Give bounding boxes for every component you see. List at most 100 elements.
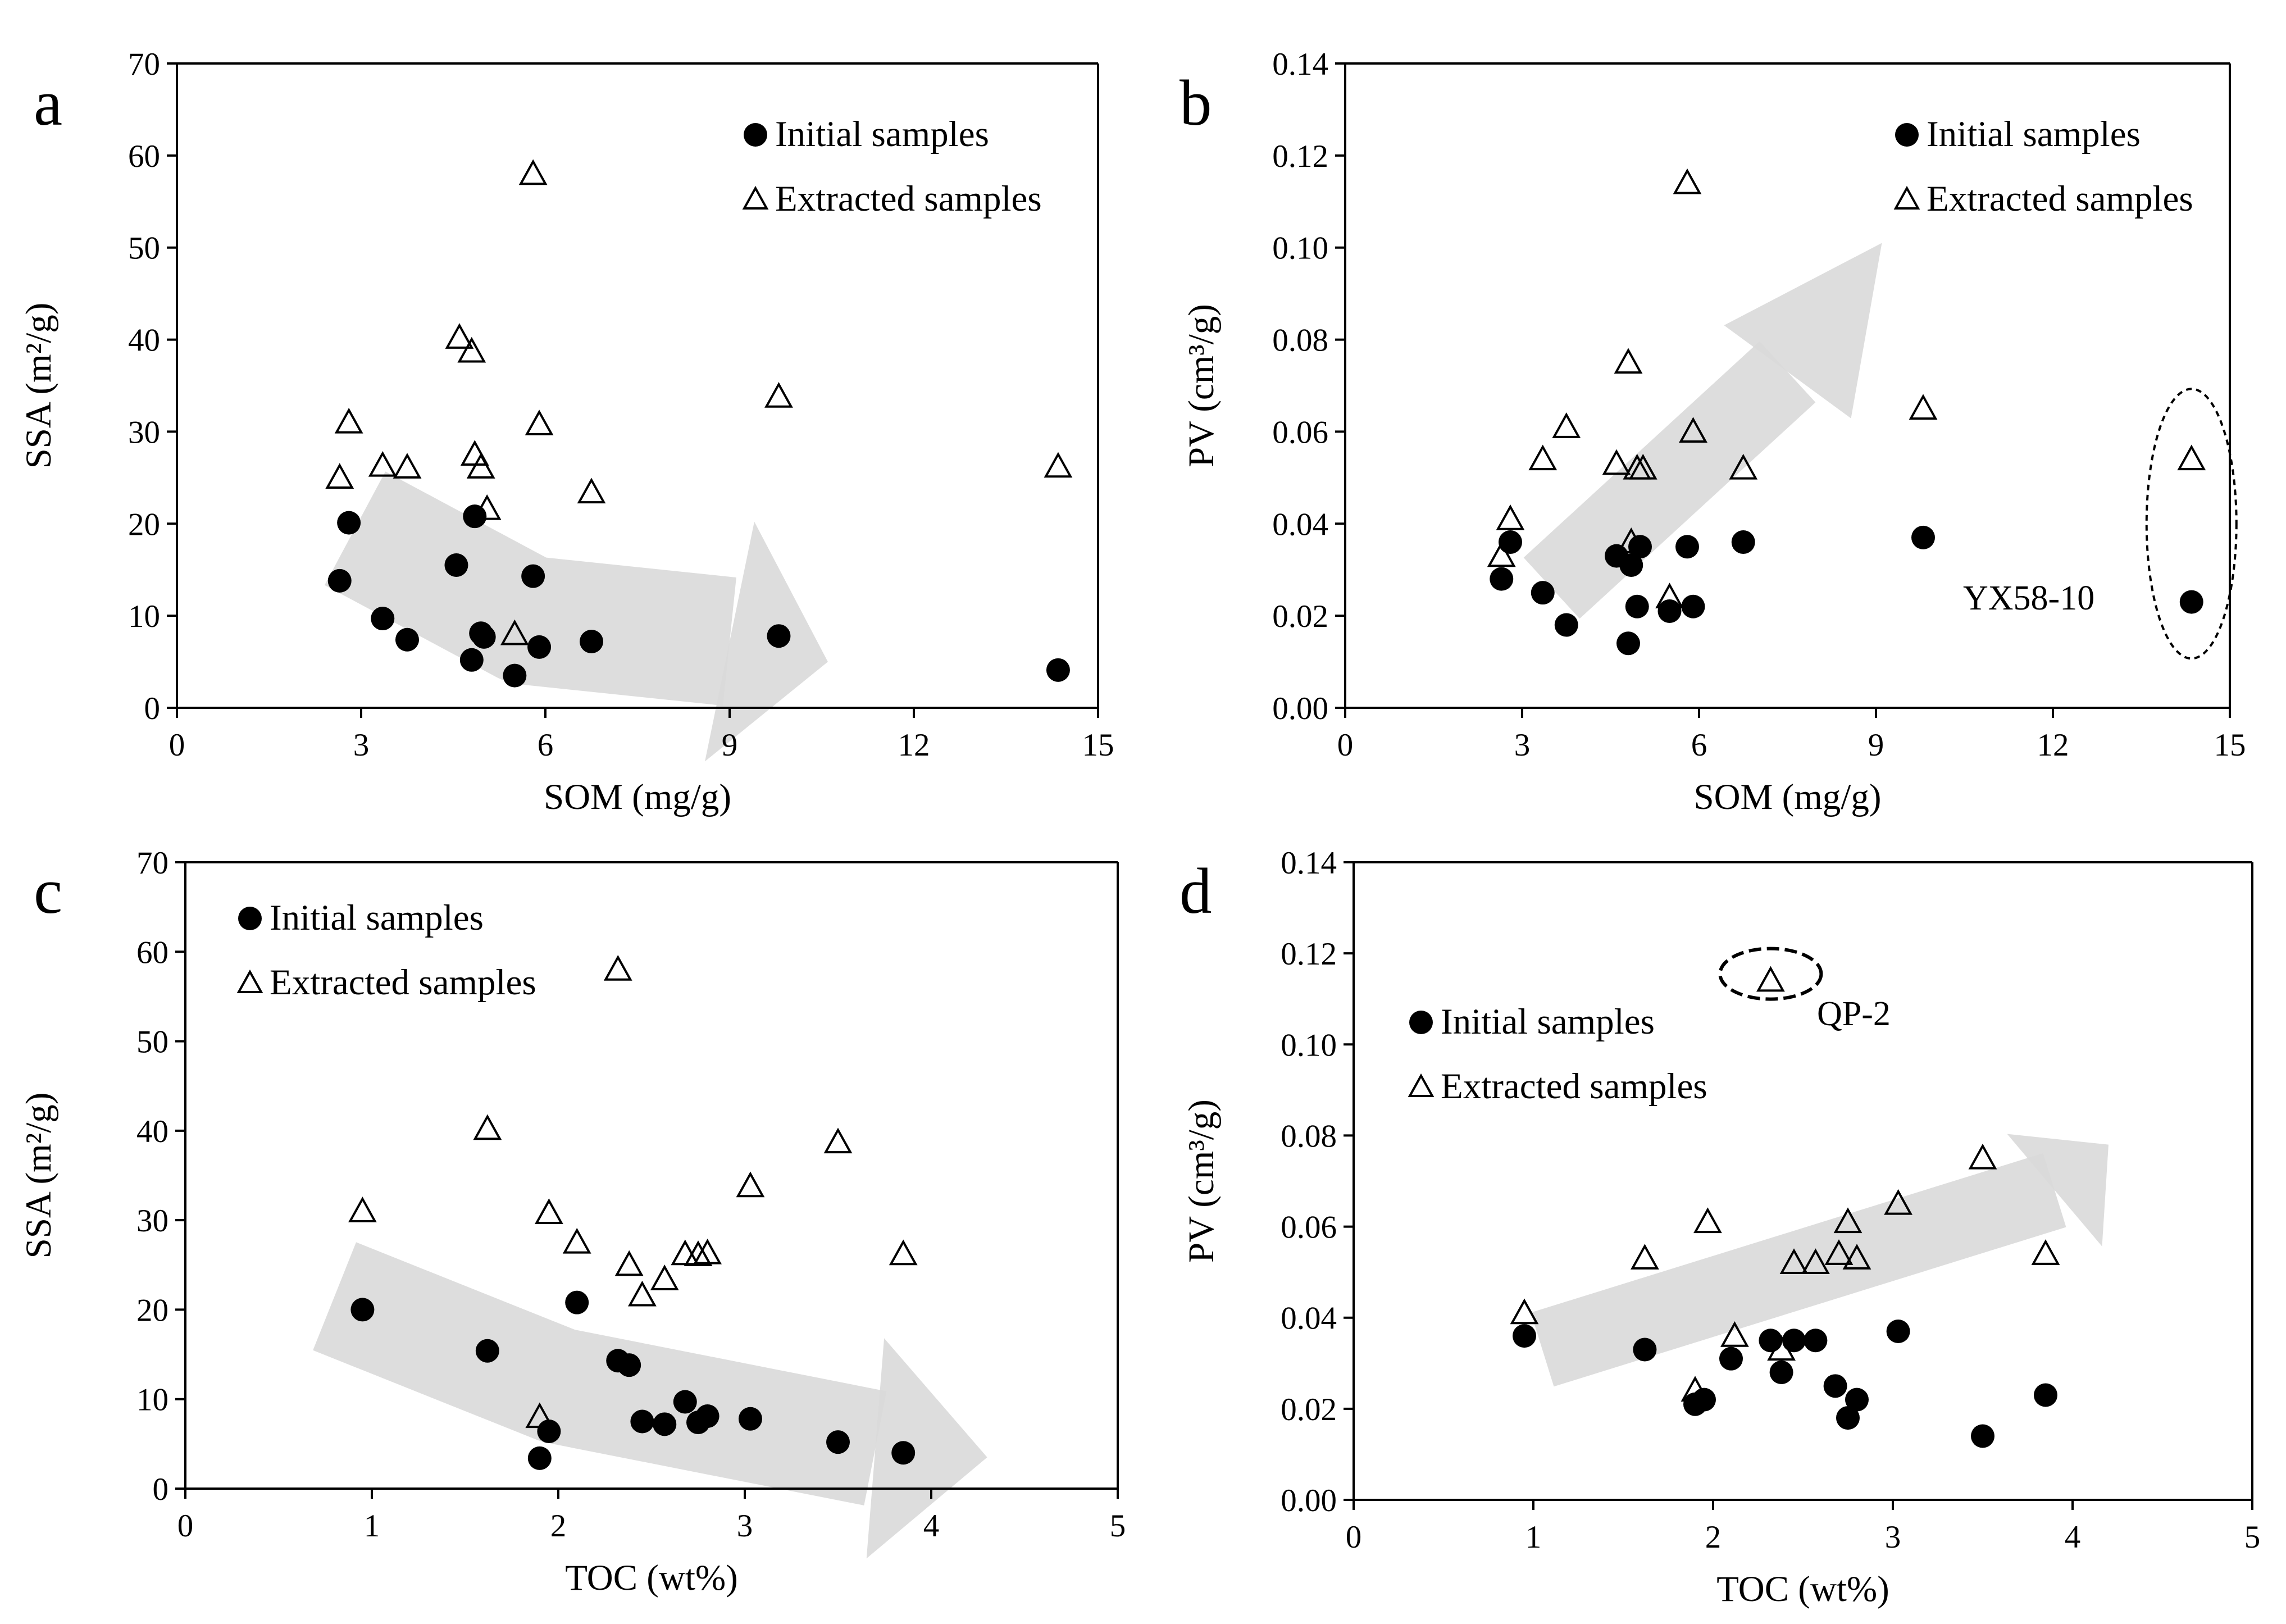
extracted-sample-point xyxy=(1824,1239,1854,1265)
y-tick-label: 0.06 xyxy=(1281,1210,1337,1245)
legend: Initial samples Extracted samples xyxy=(236,898,536,1003)
extracted-sample-point xyxy=(2177,444,2206,471)
extracted-sample-point xyxy=(1756,966,1785,992)
y-tick-label: 0.04 xyxy=(1272,507,1328,542)
extracted-sample-point xyxy=(1842,1244,1871,1270)
x-tick-label: 0 xyxy=(177,1508,194,1544)
x-axis-label: SOM (mg/g) xyxy=(1693,777,1881,817)
x-tick-label: 12 xyxy=(898,727,930,763)
extracted-sample-point xyxy=(1552,412,1581,438)
initial-sample-point xyxy=(371,607,395,631)
legend-triangle-marker xyxy=(1408,1073,1435,1097)
y-tick-label: 60 xyxy=(128,139,160,174)
extracted-sample-point xyxy=(1729,453,1758,480)
initial-sample-point xyxy=(521,564,545,588)
legend: Initial samples Extracted samples xyxy=(742,114,1042,219)
x-tick-label: 4 xyxy=(923,1508,940,1544)
trend-arrow-body xyxy=(1531,1153,2066,1387)
y-tick-label: 30 xyxy=(136,1203,169,1239)
extracted-sample-point xyxy=(1487,541,1516,567)
initial-sample-point xyxy=(826,1430,850,1454)
extracted-sample-point xyxy=(466,453,495,479)
legend-triangle-marker xyxy=(236,969,263,993)
extracted-sample-point xyxy=(334,407,363,434)
initial-sample-point xyxy=(1804,1329,1828,1353)
annotation-ellipse xyxy=(1718,947,1823,1001)
y-tick-label: 0.04 xyxy=(1281,1301,1337,1336)
y-tick-label: 30 xyxy=(128,415,160,450)
panel-letter: c xyxy=(34,856,62,927)
extracted-sample-point xyxy=(1693,1207,1722,1234)
trend-arrow-body xyxy=(313,1242,887,1505)
legend-label-initial: Initial samples xyxy=(270,898,484,938)
y-tick-label: 40 xyxy=(136,1114,169,1149)
extracted-sample-point xyxy=(1528,444,1558,471)
extracted-sample-point xyxy=(1655,583,1684,608)
extracted-sample-point xyxy=(348,1197,377,1222)
x-tick-label: 15 xyxy=(2214,727,2246,763)
extracted-sample-point xyxy=(1602,449,1631,475)
x-tick-label: 3 xyxy=(1885,1520,1901,1555)
panel-letter: a xyxy=(34,67,62,139)
extracted-sample-point xyxy=(650,1264,679,1290)
trend-arrow-head xyxy=(705,521,828,762)
initial-sample-point xyxy=(1681,594,1705,618)
initial-sample-point xyxy=(695,1404,720,1428)
y-tick-label: 0.02 xyxy=(1281,1392,1337,1427)
extracted-sample-point xyxy=(1628,453,1657,480)
initial-sample-point xyxy=(1046,658,1070,682)
initial-sample-point xyxy=(459,648,484,672)
initial-sample-point xyxy=(527,635,552,659)
extracted-sample-point xyxy=(525,1402,554,1429)
y-tick-label: 0 xyxy=(144,691,161,726)
extracted-sample-point xyxy=(577,477,606,504)
initial-sample-point xyxy=(1782,1329,1806,1353)
legend-label-initial: Initial samples xyxy=(775,114,989,154)
y-tick-label: 70 xyxy=(136,845,169,881)
y-axis-label: SSA (m²/g) xyxy=(19,303,59,469)
initial-sample-point xyxy=(630,1409,654,1434)
initial-sample-point xyxy=(1731,530,1755,554)
y-tick-label: 20 xyxy=(128,507,160,542)
x-tick-label: 15 xyxy=(1082,727,1114,763)
extracted-sample-point xyxy=(764,382,793,408)
initial-sample-point xyxy=(1886,1320,1910,1344)
panel-a: 0 3 6 9 12 15 0 10 20 30 40 50 60 70 SOM (mg/g) SSA (m²… xyxy=(19,47,1114,817)
extracted-sample-point xyxy=(457,336,486,363)
annotation-ellipse xyxy=(2145,388,2238,660)
x-tick-label: 0 xyxy=(169,727,185,763)
extracted-sample-point xyxy=(1631,1244,1659,1270)
legend: Initial samples Extracted samples xyxy=(1893,114,2193,219)
x-tick-label: 3 xyxy=(353,727,370,763)
legend-triangle-marker xyxy=(1893,185,1920,210)
initial-sample-point xyxy=(1513,1324,1536,1348)
initial-sample-point xyxy=(1845,1388,1869,1412)
extracted-sample-point xyxy=(614,1250,644,1276)
extracted-sample-point xyxy=(1909,394,1938,420)
panel-letter: d xyxy=(1180,856,1212,927)
x-axis-label: TOC (wt%) xyxy=(1716,1569,1889,1609)
initial-sample-point xyxy=(1675,535,1699,559)
initial-sample-point xyxy=(1719,1346,1743,1371)
legend-label-extracted: Extracted samples xyxy=(270,962,536,1003)
y-tick-label: 0.14 xyxy=(1281,845,1337,881)
initial-sample-point xyxy=(527,1446,552,1470)
y-tick-label: 0 xyxy=(153,1472,169,1507)
initial-sample-point xyxy=(337,511,361,535)
extracted-sample-point xyxy=(1681,1376,1710,1402)
extracted-sample-point xyxy=(1496,504,1525,530)
annotation-label: YX58-10 xyxy=(1963,579,2094,617)
x-tick-label: 6 xyxy=(538,727,554,763)
legend-label-extracted: Extracted samples xyxy=(1927,179,2193,219)
y-axis-label: PV (cm³/g) xyxy=(1181,1099,1222,1263)
initial-sample-point xyxy=(1836,1406,1860,1430)
extracted-sample-point xyxy=(823,1127,853,1154)
extracted-sample-point xyxy=(2031,1239,2060,1265)
legend-label-extracted: Extracted samples xyxy=(1441,1066,1707,1107)
legend-label-initial: Initial samples xyxy=(1927,114,2141,154)
y-tick-label: 40 xyxy=(128,323,160,358)
extracted-sample-point xyxy=(603,955,632,981)
x-axis-label: SOM (mg/g) xyxy=(544,777,731,817)
y-tick-label: 0.00 xyxy=(1272,691,1328,726)
extracted-sample-point xyxy=(736,1171,765,1198)
